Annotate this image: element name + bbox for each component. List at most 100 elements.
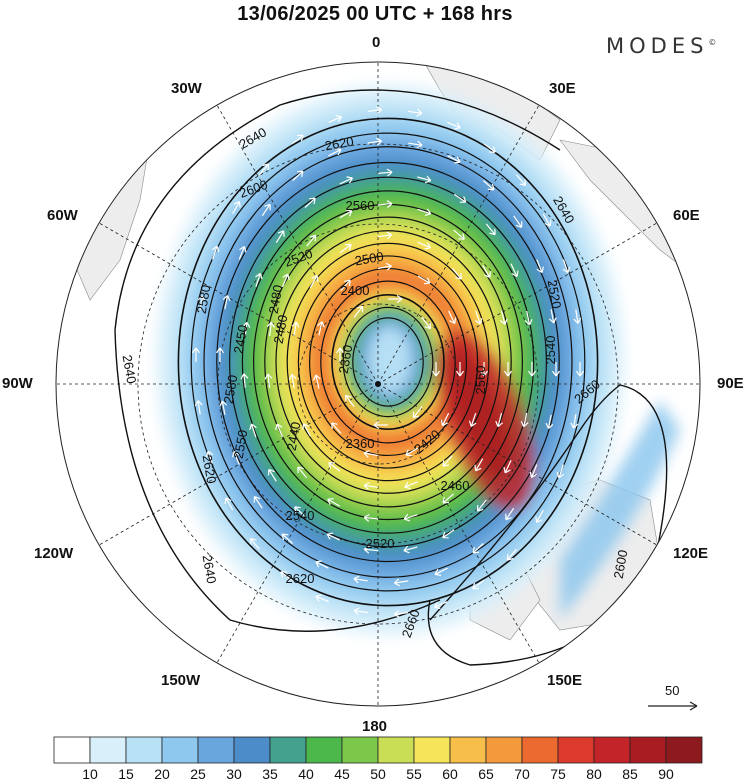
colorbar-label-15: 15 bbox=[118, 766, 134, 782]
wind-vector-27 bbox=[542, 213, 552, 227]
colorbar-box-12 bbox=[485, 736, 523, 764]
contour-label-16: 2550 bbox=[231, 429, 251, 460]
wind-vector-49 bbox=[367, 137, 383, 146]
wind-vector-13 bbox=[205, 450, 214, 465]
wind-vector-103 bbox=[328, 462, 341, 472]
wind-vector-63 bbox=[326, 532, 341, 541]
wind-vector-20 bbox=[291, 134, 304, 145]
contour-label-9: 2360 bbox=[336, 344, 356, 375]
contour-label-22: 2620 bbox=[200, 454, 220, 485]
wind-vector-127 bbox=[345, 394, 355, 407]
wind-vector-99 bbox=[468, 413, 477, 427]
lon-label-60w: 60W bbox=[47, 207, 78, 224]
wind-vector-38 bbox=[315, 560, 329, 569]
wind-vector-62 bbox=[363, 545, 379, 554]
wind-vector-54 bbox=[536, 259, 544, 274]
wind-vector-59 bbox=[476, 499, 487, 512]
contour-label-17: 2360 bbox=[346, 436, 375, 451]
wind-vector-108 bbox=[339, 243, 352, 254]
wind-vector-7 bbox=[393, 609, 409, 618]
contour-label-27: 2480 bbox=[266, 284, 286, 315]
colorbar-label-65: 65 bbox=[478, 766, 494, 782]
wind-vector-22 bbox=[367, 106, 383, 115]
wind-vector-131 bbox=[421, 317, 431, 330]
wind-vector-14 bbox=[194, 400, 203, 415]
wind-vector-29 bbox=[573, 309, 582, 324]
reference-vector bbox=[648, 701, 698, 711]
wind-vector-55 bbox=[548, 309, 557, 324]
wind-vector-86 bbox=[297, 466, 308, 479]
colorbar-box-0 bbox=[53, 736, 91, 764]
contour-label-26: 2580 bbox=[194, 284, 214, 315]
lon-label-150w: 150W bbox=[161, 672, 201, 689]
contour-5 bbox=[241, 190, 535, 534]
speed-band-trough bbox=[560, 400, 680, 620]
wind-vector-107 bbox=[309, 275, 319, 289]
colorbar-box-8 bbox=[341, 736, 379, 764]
contour-label-15: 2620 bbox=[286, 571, 315, 586]
wind-vector-43 bbox=[216, 347, 224, 362]
wind-vector-65 bbox=[267, 468, 277, 482]
wind-vector-73 bbox=[378, 168, 393, 177]
contour-label-29: 2440 bbox=[284, 421, 304, 452]
contour-label-7: 2520 bbox=[545, 279, 565, 310]
wind-vector-11 bbox=[249, 538, 260, 550]
wind-vector-106 bbox=[291, 321, 300, 336]
wind-vector-69 bbox=[255, 272, 263, 287]
wind-vector-109 bbox=[377, 231, 393, 240]
contour-label-1: 2620 bbox=[324, 134, 355, 154]
wind-vector-112 bbox=[474, 310, 483, 325]
colorbar-box-4 bbox=[197, 736, 235, 764]
wind-vector-35 bbox=[434, 567, 448, 576]
wind-vector-105 bbox=[288, 373, 297, 389]
copyright-mark: © bbox=[708, 38, 717, 47]
wind-vector-110 bbox=[417, 241, 432, 250]
wind-vector-58 bbox=[503, 459, 512, 474]
colorbar-label-35: 35 bbox=[262, 766, 278, 782]
wind-vector-10 bbox=[280, 571, 293, 581]
wind-vector-83 bbox=[403, 513, 418, 522]
wind-vector-47 bbox=[292, 170, 304, 181]
contour-label-20: 2520 bbox=[366, 536, 395, 551]
colorbar-label-40: 40 bbox=[298, 766, 314, 782]
contour-label-21: 2540 bbox=[286, 508, 315, 523]
colorbar-box-14 bbox=[557, 736, 595, 764]
contour-2 bbox=[203, 146, 573, 578]
brand-name: MODES bbox=[606, 34, 709, 58]
wind-vector-91 bbox=[306, 234, 317, 247]
contour-9 bbox=[286, 242, 490, 482]
colorbar-label-85: 85 bbox=[622, 766, 638, 782]
colorbar-label-30: 30 bbox=[226, 766, 242, 782]
wind-vector-89 bbox=[266, 321, 275, 337]
contour-2660-inner bbox=[429, 384, 621, 621]
colorbar-box-10 bbox=[413, 736, 451, 764]
wind-vector-121 bbox=[377, 262, 392, 271]
wind-vector-92 bbox=[339, 209, 353, 219]
contour-outer-south bbox=[114, 329, 441, 632]
wind-vector-114 bbox=[440, 412, 450, 427]
wind-vector-68 bbox=[242, 321, 251, 337]
contour-11 bbox=[309, 267, 468, 457]
wind-vector-128 bbox=[336, 347, 344, 362]
wind-vector-25 bbox=[483, 143, 496, 153]
wind-vector-57 bbox=[520, 412, 529, 428]
contour-label-19: 2460 bbox=[441, 478, 470, 493]
contour-0 bbox=[177, 117, 599, 607]
brand-logo: MODES© bbox=[606, 34, 716, 58]
wind-vector-64 bbox=[294, 506, 306, 517]
wind-vector-42 bbox=[219, 400, 228, 415]
wind-vector-51 bbox=[447, 155, 461, 164]
wind-vector-41 bbox=[232, 450, 240, 465]
wind-vector-3 bbox=[535, 509, 544, 523]
wind-vector-111 bbox=[451, 268, 462, 280]
colorbar-box-3 bbox=[161, 736, 199, 764]
wind-vector-37 bbox=[353, 575, 368, 584]
wind-vector-66 bbox=[249, 423, 257, 438]
reference-vector-label: 50 bbox=[665, 683, 680, 698]
wind-vector-72 bbox=[339, 176, 354, 185]
wind-vector-45 bbox=[238, 245, 247, 260]
wind-vector-98 bbox=[480, 362, 488, 377]
colorbar-box-16 bbox=[629, 736, 667, 764]
